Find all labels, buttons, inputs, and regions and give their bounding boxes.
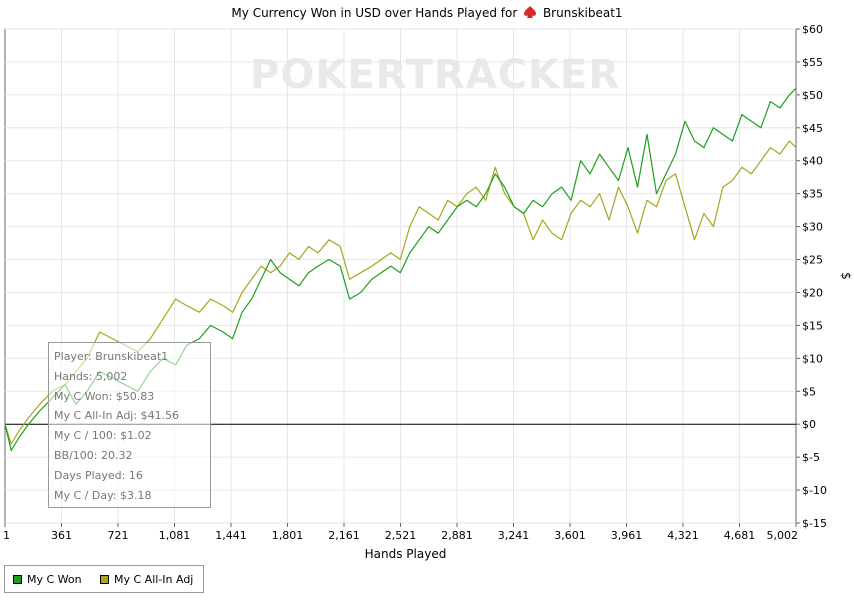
x-tick-label: 1,441 bbox=[215, 529, 247, 542]
watermark-logo: POKERTRACKER bbox=[250, 52, 621, 98]
x-tick-label: 4,681 bbox=[724, 529, 756, 542]
y-tick-label: $-5 bbox=[802, 451, 820, 464]
x-tick-label: 361 bbox=[51, 529, 72, 542]
legend-label-won: My C Won bbox=[27, 573, 82, 586]
y-tick-label: $55 bbox=[802, 56, 823, 69]
x-tick-label: 2,881 bbox=[441, 529, 473, 542]
x-tick-label: 3,241 bbox=[498, 529, 530, 542]
y-tick-label: $30 bbox=[802, 221, 823, 234]
x-tick-label: 721 bbox=[108, 529, 129, 542]
tooltip-days: Days Played: 16 bbox=[54, 468, 143, 482]
x-tick-label: 1,801 bbox=[272, 529, 304, 542]
stats-tooltip: Player: Brunskibeat1 Hands: 5,002 My C W… bbox=[48, 342, 211, 508]
x-tick-label: 3,601 bbox=[554, 529, 586, 542]
chart-title-prefix: My Currency Won in USD over Hands Played… bbox=[231, 6, 518, 20]
y-tick-label: $45 bbox=[802, 122, 823, 135]
y-tick-label: $20 bbox=[802, 286, 823, 299]
tooltip-won: My C Won: $50.83 bbox=[54, 389, 155, 403]
series-line-all-in-adj bbox=[4, 140, 797, 445]
x-tick-label: 2,161 bbox=[328, 529, 360, 542]
y-tick-label: $60 bbox=[802, 23, 823, 36]
tooltip-hands: Hands: 5,002 bbox=[54, 369, 128, 383]
y-tick-label: $50 bbox=[802, 89, 823, 102]
y-tick-label: $35 bbox=[802, 188, 823, 201]
x-axis-label: Hands Played bbox=[365, 547, 447, 561]
legend-label-allin: My C All-In Adj bbox=[114, 573, 194, 586]
tooltip-allin: My C All-In Adj: $41.56 bbox=[54, 409, 180, 423]
legend-swatch-allin bbox=[100, 575, 109, 584]
y-tick-label: $25 bbox=[802, 254, 823, 267]
legend-swatch-won bbox=[13, 575, 22, 584]
y-tick-label: $0 bbox=[802, 418, 816, 431]
legend-item-won[interactable]: My C Won bbox=[13, 573, 82, 586]
y-tick-label: $40 bbox=[802, 155, 823, 168]
x-tick-label: 1,081 bbox=[159, 529, 191, 542]
spade-icon bbox=[524, 6, 537, 18]
tooltip-per100: My C / 100: $1.02 bbox=[54, 429, 152, 443]
y-axis-label: $ bbox=[839, 272, 853, 280]
x-tick-label: 3,961 bbox=[611, 529, 643, 542]
y-tick-label: $15 bbox=[802, 319, 823, 332]
chart-title-player: Brunskibeat1 bbox=[542, 6, 623, 20]
x-tick-label: 5,002 bbox=[767, 529, 799, 542]
y-tick-label: $10 bbox=[802, 352, 823, 365]
x-tick-label: 1 bbox=[3, 529, 10, 542]
tooltip-perday: My C / Day: $3.18 bbox=[54, 488, 152, 502]
chart-legend: My C Won My C All-In Adj bbox=[4, 565, 204, 593]
legend-item-allin[interactable]: My C All-In Adj bbox=[100, 573, 193, 586]
tooltip-bb100: BB/100: 20.32 bbox=[54, 448, 133, 462]
x-tick-label: 2,521 bbox=[385, 529, 417, 542]
tooltip-player: Player: Brunskibeat1 bbox=[54, 350, 169, 363]
x-tick-label: 4,321 bbox=[667, 529, 699, 542]
y-tick-label: $-10 bbox=[802, 484, 827, 497]
chart-title: My Currency Won in USD over Hands Played… bbox=[0, 5, 854, 20]
y-tick-label: $-15 bbox=[802, 517, 827, 530]
y-tick-label: $5 bbox=[802, 385, 816, 398]
